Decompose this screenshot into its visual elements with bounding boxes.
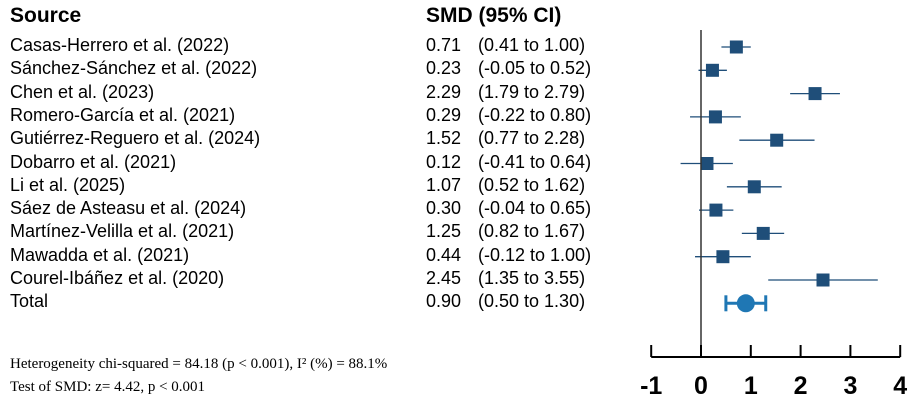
study-name: Martínez-Velilla et al. (2021): [10, 221, 235, 242]
total-label: Total: [10, 291, 49, 312]
study-ci-value: (1.79 to 2.79): [478, 81, 586, 102]
study-smd-value: 2.29: [426, 81, 462, 102]
total-ci-value: (0.50 to 1.30): [478, 291, 586, 312]
study-ci-value: (-0.05 to 0.52): [478, 58, 592, 79]
study-smd-value: 1.07: [426, 174, 462, 195]
smd-test-note: Test of SMD: z= 4.42, p < 0.001: [10, 379, 206, 395]
study-ci-value: (-0.04 to 0.65): [478, 198, 592, 219]
study-ci-value: (-0.12 to 1.00): [478, 244, 592, 265]
study-name: Gutiérrez-Reguero et al. (2024): [10, 128, 261, 149]
study-name: Romero-García et al. (2021): [10, 104, 236, 125]
study-smd-value: 0.71: [426, 35, 462, 55]
study-ci-value: (0.52 to 1.62): [478, 174, 586, 195]
heterogeneity-note: Heterogeneity chi-squared = 84.18 (p < 0…: [10, 356, 388, 372]
total-point-marker: [736, 294, 755, 313]
study-point-marker: [747, 180, 761, 194]
study-point-marker: [808, 87, 822, 101]
study-smd-value: 1.25: [426, 221, 462, 242]
study-point-marker: [708, 110, 722, 124]
study-point-marker: [729, 40, 743, 54]
study-smd-value: 0.12: [426, 151, 462, 172]
x-axis-tick-label: 1: [744, 372, 758, 400]
x-axis-tick-label: -1: [640, 372, 662, 400]
study-name: Sáez de Asteasu et al. (2024): [10, 198, 247, 219]
study-ci-value: (-0.41 to 0.64): [478, 151, 592, 172]
x-axis-tick-label: 2: [794, 372, 808, 400]
study-point-marker: [700, 157, 714, 170]
study-name: Courel-Ibáñez et al. (2020): [10, 268, 225, 288]
source-column-header: Source: [10, 4, 82, 27]
study-ci-value: (0.82 to 1.67): [478, 221, 586, 242]
study-name: Li et al. (2025): [10, 174, 126, 195]
study-smd-value: 0.23: [426, 58, 462, 79]
study-ci-value: (0.41 to 1.00): [478, 35, 586, 55]
study-name: Dobarro et al. (2021): [10, 151, 177, 172]
study-ci-value: (0.77 to 2.28): [478, 128, 586, 149]
smd-column-header: SMD (95% CI): [426, 4, 562, 27]
study-name: Chen et al. (2023): [10, 81, 155, 102]
study-point-marker: [756, 226, 770, 240]
study-smd-value: 0.44: [426, 244, 462, 265]
study-point-marker: [705, 63, 719, 77]
study-point-marker: [770, 133, 784, 147]
study-name: Sánchez-Sánchez et al. (2022): [10, 58, 258, 79]
study-smd-value: 0.30: [426, 198, 462, 219]
study-name: Mawadda et al. (2021): [10, 244, 190, 265]
study-name: Casas-Herrero et al. (2022): [10, 35, 230, 55]
study-point-marker: [709, 203, 723, 217]
study-ci-value: (1.35 to 3.55): [478, 268, 586, 288]
study-smd-value: 1.52: [426, 128, 462, 149]
total-smd-value: 0.90: [426, 291, 462, 312]
x-axis-tick-label: 0: [694, 372, 708, 400]
x-axis-tick-label: 3: [843, 372, 857, 400]
study-smd-value: 0.29: [426, 104, 462, 125]
study-point-marker: [816, 273, 830, 287]
study-point-marker: [716, 250, 730, 264]
study-smd-value: 2.45: [426, 268, 462, 288]
x-axis-tick-label: 4: [893, 372, 907, 400]
study-ci-value: (-0.22 to 0.80): [478, 104, 592, 125]
